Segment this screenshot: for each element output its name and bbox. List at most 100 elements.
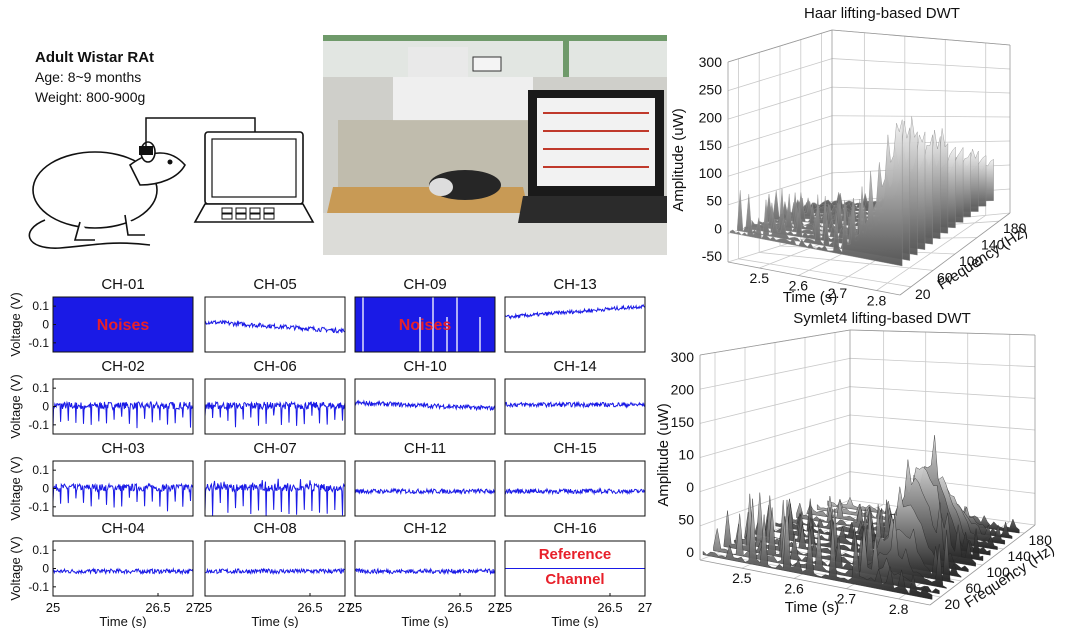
rat-sketch (28, 117, 256, 249)
x-tick-label: 25 (46, 600, 60, 615)
y-tick-label: 140 (981, 237, 1005, 253)
channel-title: CH-14 (553, 358, 596, 375)
z-tick-label: 0 (686, 479, 694, 495)
y-tick-label: -0.1 (28, 418, 49, 432)
x-tick-label: 2.6 (784, 580, 804, 596)
z-tick-label: 150 (671, 414, 695, 430)
surface-ridge (723, 493, 947, 589)
panel-frame (354, 296, 496, 353)
x-axis-label: Time (s) (783, 289, 837, 306)
y-tick-label: 0 (42, 562, 49, 576)
channel-panel (205, 319, 345, 334)
y-tick-label: 0 (42, 318, 49, 332)
panel-frame (504, 540, 646, 597)
y-tick-label: 60 (966, 580, 982, 596)
y-tick-label: 0 (42, 400, 49, 414)
noise-fill (53, 297, 193, 352)
x-axis-label: Time (s) (401, 614, 448, 628)
z-tick-label: 50 (706, 193, 722, 209)
channel-title: CH-12 (403, 520, 446, 537)
channel-title: CH-10 (403, 358, 446, 375)
voltage-trace (53, 400, 193, 429)
channel-panel (505, 487, 645, 496)
grid-line (759, 252, 934, 271)
y-tick-label: 60 (937, 269, 953, 285)
grid-line (738, 258, 912, 288)
noise-annotation: Noises (399, 317, 452, 334)
x-tick-label: 27 (338, 600, 352, 615)
channel-title: CH-09 (403, 276, 446, 293)
voltage-trace (505, 487, 645, 496)
voltage-trace (53, 482, 193, 512)
surface-ridge (729, 119, 903, 267)
x-tick-label: 26.5 (447, 600, 472, 615)
panel-frame (354, 378, 496, 435)
channel-title: CH-15 (553, 440, 596, 457)
channel-title: CH-11 (404, 440, 446, 457)
voltage-trace (205, 319, 345, 334)
y-tick-label: 180 (1029, 532, 1053, 548)
y-tick-label: 20 (915, 286, 931, 302)
grid-line (849, 442, 1036, 463)
channel-panel (355, 487, 495, 496)
channel-title: CH-02 (101, 358, 144, 375)
voltage-trace (205, 400, 345, 428)
z-axis-label: Amplitude (uW) (670, 108, 687, 211)
x-tick-label: 2.6 (789, 278, 809, 294)
x-axis-label: Time (s) (551, 614, 598, 628)
laptop-sketch (193, 131, 315, 223)
noise-annotation: Noises (97, 317, 150, 334)
y-tick-label: 0.1 (32, 299, 49, 313)
z-tick-label: 150 (699, 137, 723, 153)
x-tick-label: 2.7 (828, 285, 848, 301)
y-tick-label: 20 (945, 596, 961, 612)
channel-grid: CH-01 Noises Voltage (V) 0.1 0 -0.1 CH-02 Volta… (8, 276, 652, 628)
z-tick-label: 10 (678, 447, 694, 463)
y-axis-label: Voltage (V) (8, 292, 23, 356)
axis-edge (699, 329, 851, 356)
channel-panel (205, 400, 345, 428)
x-tick-label: 2.8 (867, 293, 887, 309)
axis-edge (831, 29, 1011, 46)
panel-frame (204, 460, 346, 517)
panel-frame (504, 296, 646, 353)
z-tick-label: 300 (699, 54, 723, 70)
x-tick-label: 25 (498, 600, 512, 615)
axis-edge (699, 559, 931, 606)
y-tick-label: -0.1 (28, 336, 49, 350)
voltage-trace (505, 303, 645, 320)
channel-panel (205, 478, 345, 516)
x-axis-label: Time (s) (785, 599, 839, 616)
grid-line (831, 86, 1011, 94)
z-tick-label: 200 (671, 382, 695, 398)
x-tick-label: 27 (488, 600, 502, 615)
voltage-trace (355, 487, 495, 496)
grid-line (849, 414, 1036, 431)
y-tick-label: 0.1 (32, 381, 49, 395)
channel-title: CH-07 (253, 440, 296, 457)
x-tick-label: 26.5 (297, 600, 322, 615)
axis-edge (929, 524, 1036, 606)
channel-title: CH-05 (253, 276, 296, 293)
y-tick-label: 0.1 (32, 463, 49, 477)
voltage-trace (355, 399, 495, 412)
diagram-title: Adult Wistar RAt (35, 49, 154, 66)
x-tick-label: 26.5 (145, 600, 170, 615)
z-axis-label: Amplitude (uW) (655, 403, 672, 506)
channel-title: CH-03 (101, 440, 144, 457)
reference-annotation: Channel (545, 571, 604, 588)
photo (323, 35, 667, 255)
z-tick-label: 50 (678, 512, 694, 528)
axis-edge (727, 29, 833, 63)
x-axis-label: Time (s) (251, 614, 298, 628)
voltage-trace (505, 400, 645, 409)
channel-panel (505, 303, 645, 320)
y-axis-label: Voltage (V) (8, 374, 23, 438)
y-tick-label: 0 (42, 482, 49, 496)
voltage-trace (53, 567, 193, 576)
z-tick-label: 300 (671, 349, 695, 365)
x-axis-label: Time (s) (99, 614, 146, 628)
y-axis-label: Voltage (V) (8, 536, 23, 600)
y-tick-label: -0.1 (28, 580, 49, 594)
x-tick-label: 25 (348, 600, 362, 615)
